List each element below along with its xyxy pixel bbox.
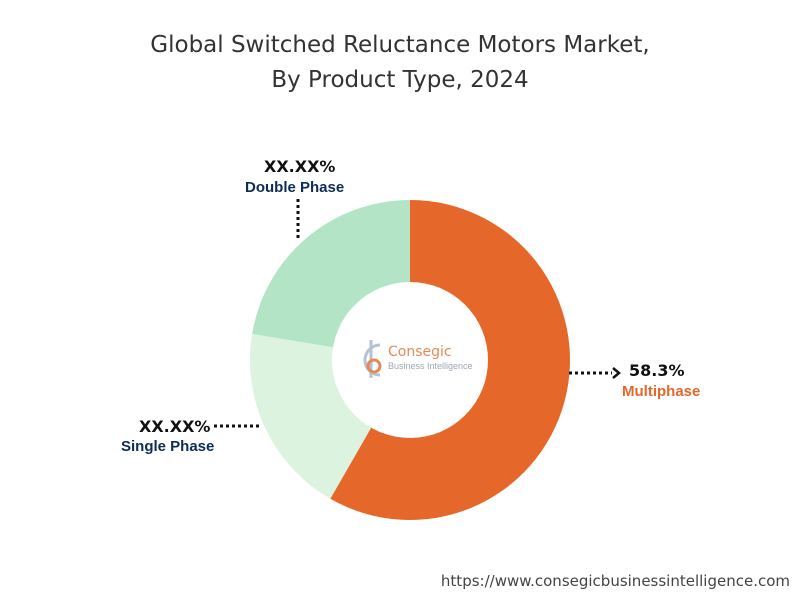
chart-title-line-1: Global Switched Reluctance Motors Market…	[150, 32, 650, 58]
logo-text: Consegic Business Intelligence	[388, 344, 473, 371]
chart-title-line-2: By Product Type, 2024	[271, 67, 529, 93]
multiphase-name-label: Multiphase	[622, 383, 701, 400]
double-phase-name-label: Double Phase	[245, 179, 345, 196]
logo-sub-text: Business Intelligence	[388, 361, 473, 371]
consegic-logo-icon	[363, 340, 382, 378]
donut-hole	[332, 282, 488, 438]
single-phase-name-label: Single Phase	[121, 438, 215, 455]
logo-main-text: Consegic	[388, 344, 452, 360]
single-phase-value-label: XX.XX%	[139, 417, 211, 436]
source-url[interactable]: https://www.consegicbusinessintelligence…	[440, 572, 790, 590]
double-phase-value-label: XX.XX%	[264, 157, 336, 176]
multiphase-arrow-icon	[612, 367, 621, 379]
chart-title: Global Switched Reluctance Motors Market…	[0, 28, 800, 98]
multiphase-value-label: 58.3%	[629, 361, 685, 380]
